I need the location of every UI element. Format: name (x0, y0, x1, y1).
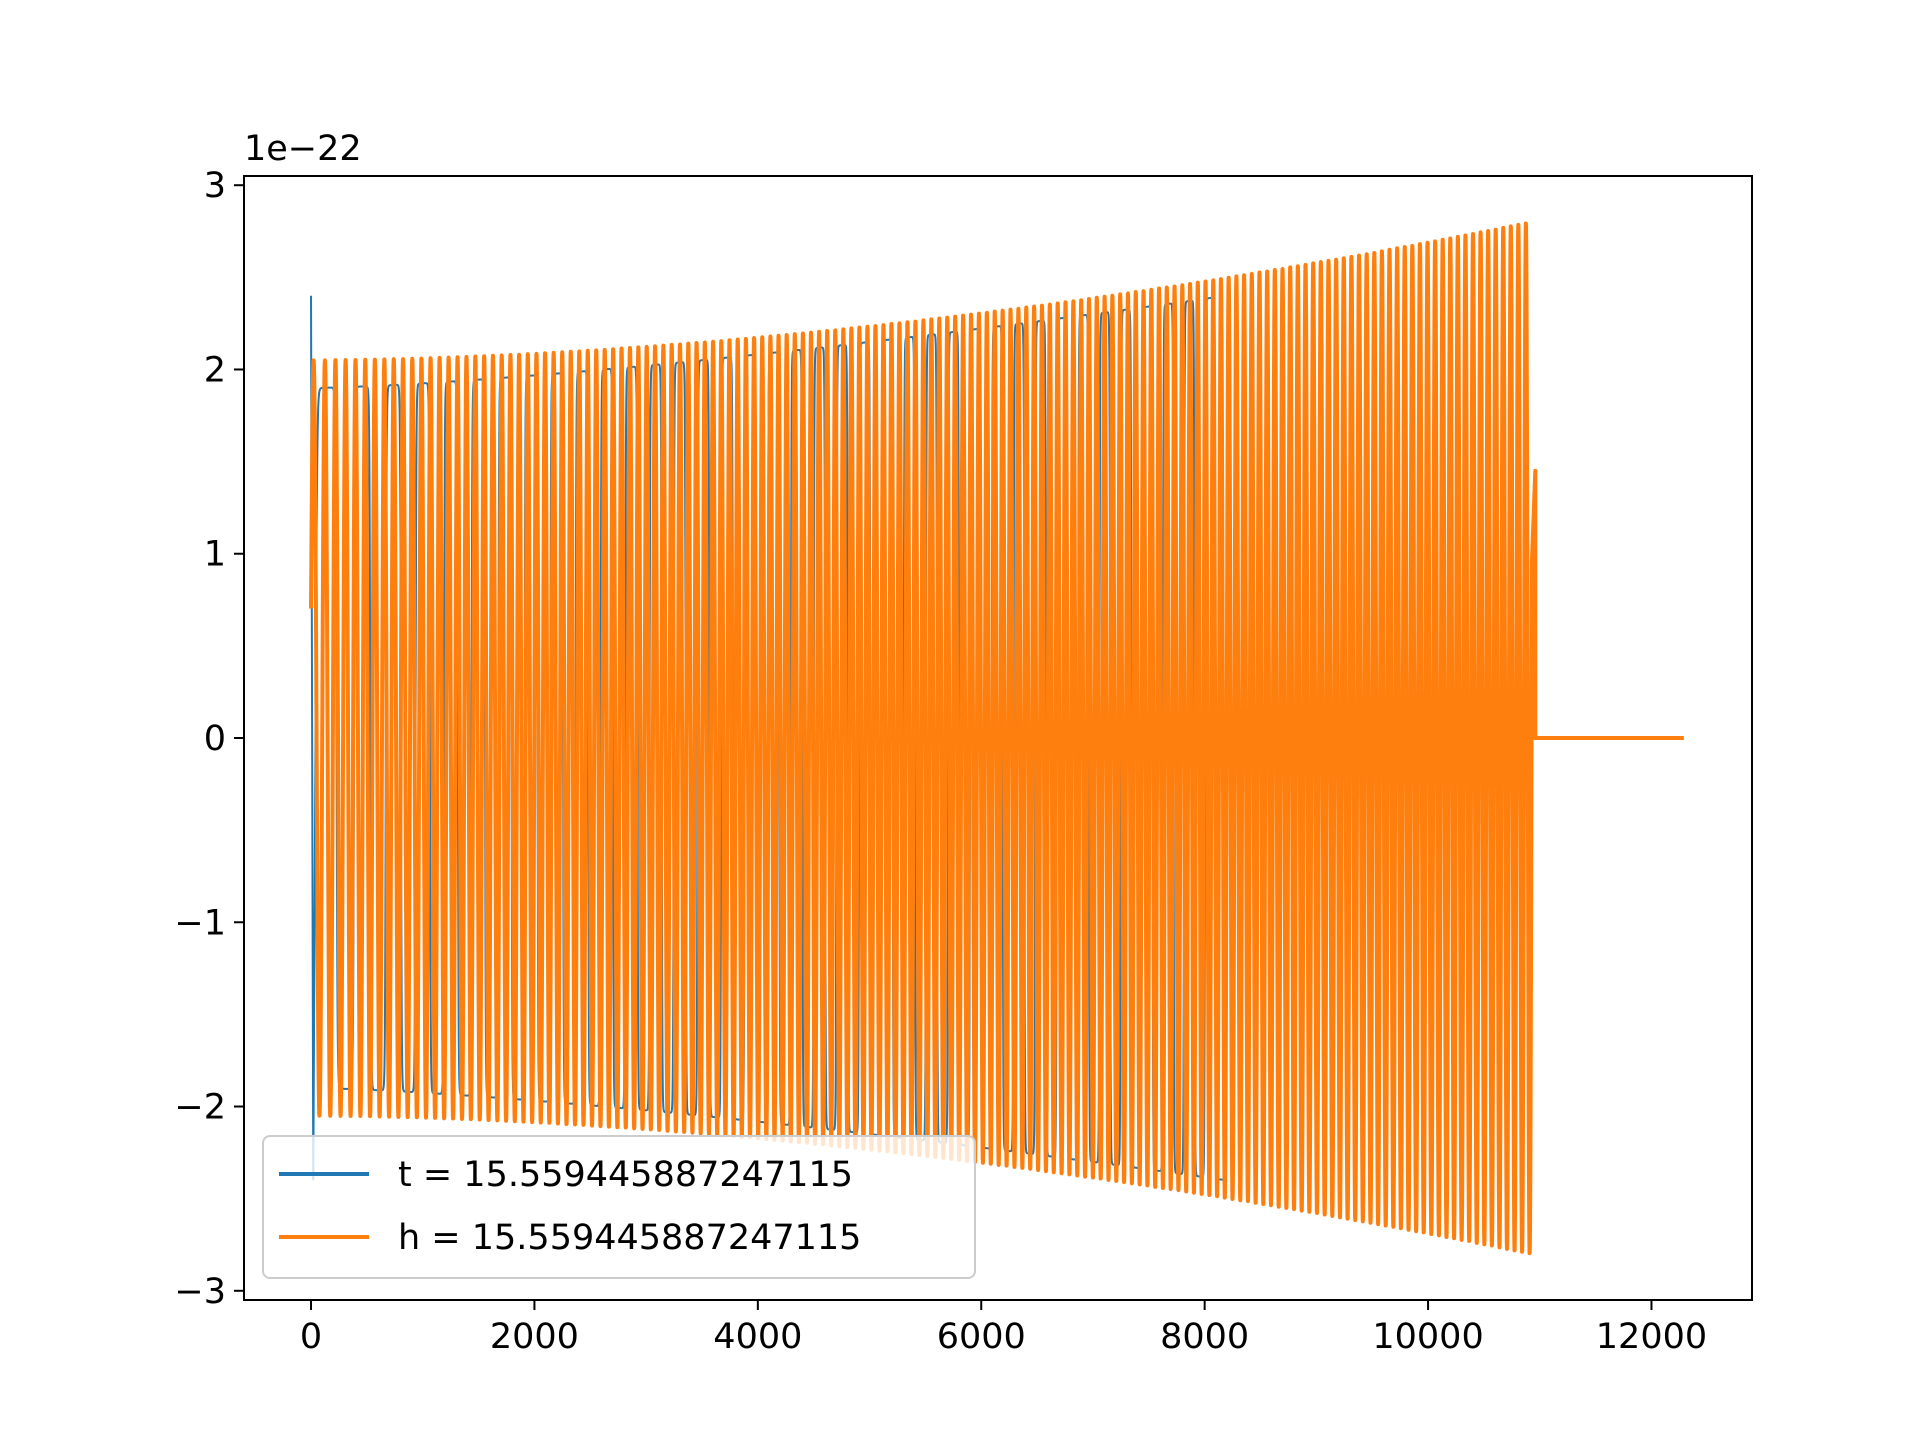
y-tick-label: −3 (174, 1272, 226, 1312)
x-tick-label: 12000 (1596, 1317, 1707, 1357)
y-offset-label: 1e−22 (244, 129, 362, 169)
y-tick-label: −2 (174, 1088, 226, 1128)
x-tick-label: 8000 (1160, 1317, 1249, 1357)
x-tick-label: 2000 (490, 1317, 579, 1357)
y-tick-label: 2 (204, 350, 226, 390)
x-axis: 0 2000 4000 6000 8000 10000 12000 (300, 1300, 1707, 1357)
y-tick-label: 1 (204, 535, 226, 575)
legend-label-t: t = 15.559445887247115 (398, 1155, 853, 1195)
legend: t = 15.559445887247115 h = 15.5594458872… (262, 1135, 976, 1279)
y-tick-label: 3 (204, 166, 226, 206)
y-tick-label: 0 (204, 719, 226, 759)
legend-box (262, 1135, 976, 1279)
series-h-line (309, 221, 1684, 1256)
x-tick-label: 10000 (1372, 1317, 1483, 1357)
y-tick-label: −1 (174, 903, 226, 943)
legend-label-h: h = 15.559445887247115 (398, 1218, 861, 1258)
x-tick-label: 4000 (713, 1317, 802, 1357)
series-layer (309, 221, 1684, 1256)
x-tick-label: 0 (300, 1317, 322, 1357)
x-tick-label: 6000 (937, 1317, 1026, 1357)
y-axis: −3 −2 −1 0 1 2 3 (174, 166, 244, 1312)
